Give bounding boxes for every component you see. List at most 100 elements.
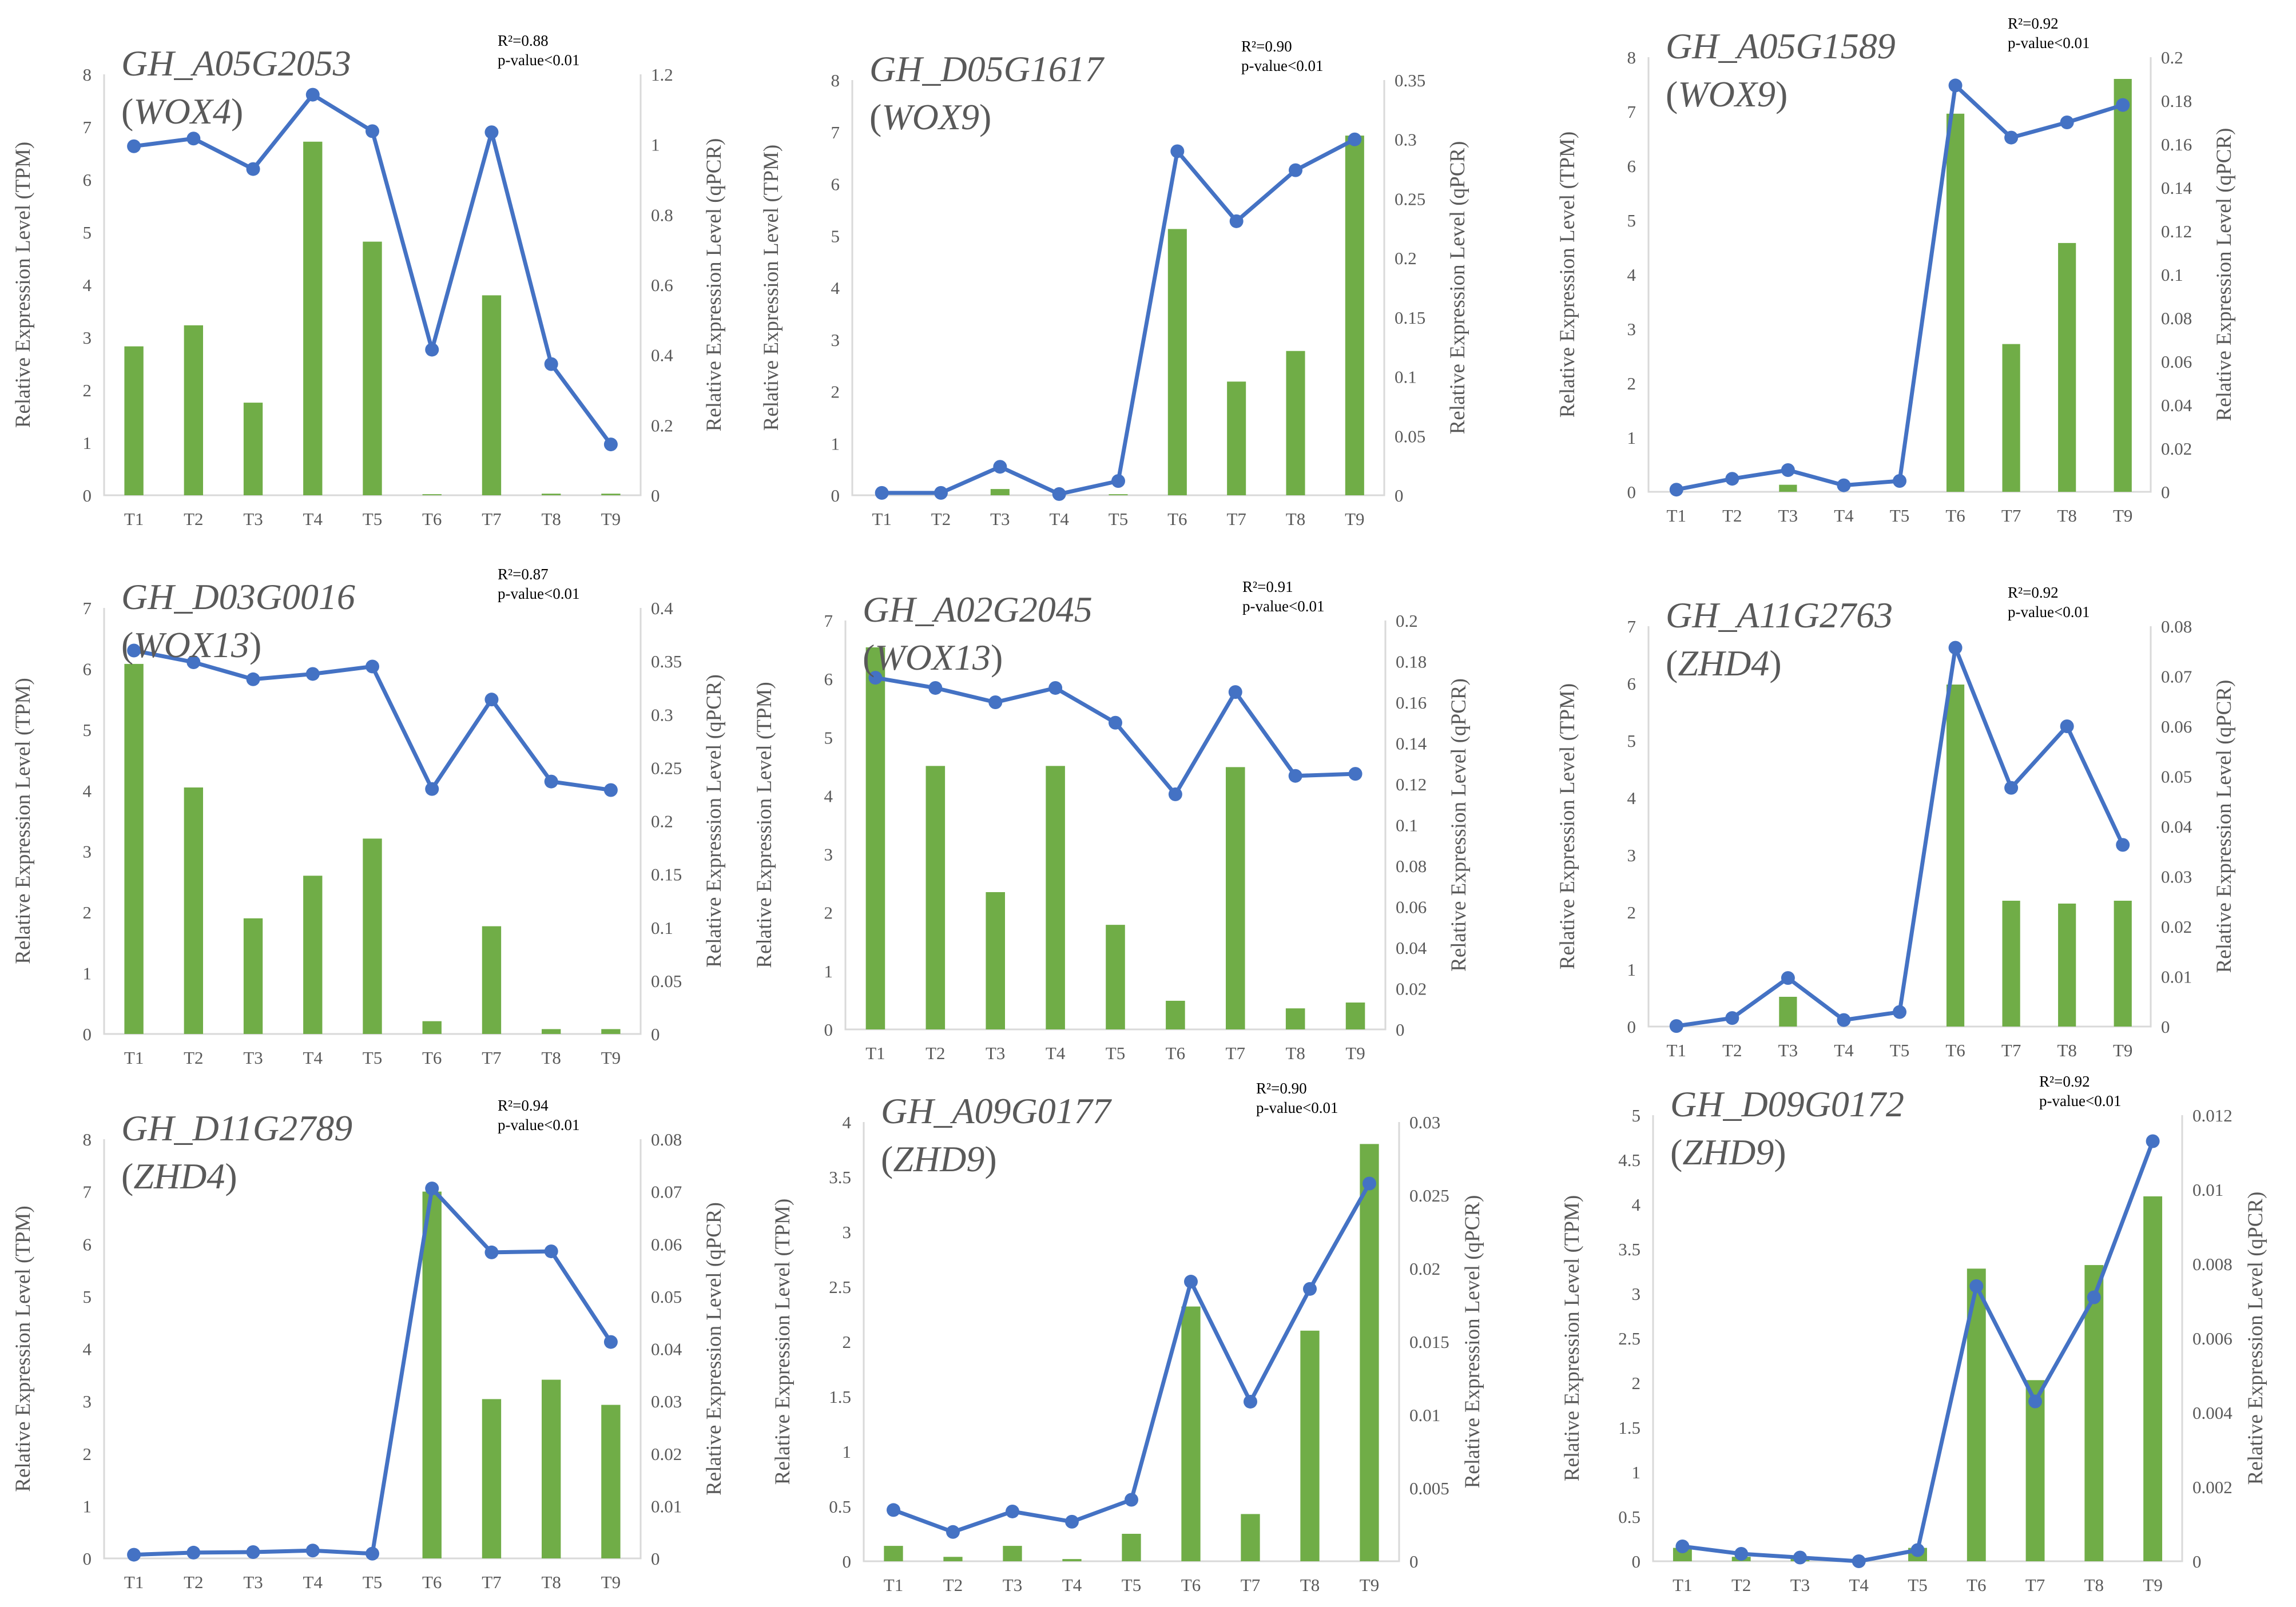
left-axis-title: Relative Expression Level (TPM)	[1556, 683, 1579, 969]
right-tick-label: 0.02	[1409, 1259, 1440, 1279]
category-label: T6	[422, 1572, 442, 1592]
category-label: T7	[2001, 506, 2021, 526]
left-tick-label: 5	[83, 720, 92, 740]
bar-T7	[482, 295, 502, 495]
bar-T2	[943, 1557, 963, 1561]
category-label: T9	[1360, 1575, 1379, 1595]
left-tick-label: 1	[843, 1442, 852, 1462]
qpcr-point-T5	[1125, 1493, 1138, 1507]
left-tick-label: 8	[1627, 47, 1636, 67]
qpcr-point-T1	[868, 671, 883, 685]
category-label: T2	[943, 1575, 963, 1595]
left-tick-label: 5	[831, 226, 840, 246]
axis-lines	[1647, 626, 2152, 1028]
right-tick-label: 0.06	[2161, 352, 2192, 372]
right-tick-label: 0.6	[651, 275, 673, 295]
left-tick-label: 1.5	[829, 1387, 851, 1407]
qpcr-point-T3	[988, 695, 1003, 709]
gene-title: GH_A05G1589	[1666, 26, 1896, 66]
right-tick-label: 0.2	[651, 415, 673, 435]
gene-title: GH_A02G2045	[863, 589, 1093, 630]
category-label: T2	[184, 509, 203, 529]
right-tick-label: 0.1	[2161, 265, 2183, 285]
axis-lines	[1647, 57, 2152, 493]
right-tick-label: 0.002	[2192, 1477, 2233, 1497]
category-label: T9	[2143, 1575, 2162, 1595]
p-value-label: p-value<0.01	[498, 1116, 579, 1133]
right-tick-label: 0.2	[2161, 47, 2183, 67]
bar-T9	[1345, 1003, 1365, 1029]
category-label: T6	[1181, 1575, 1201, 1595]
left-axis-title: Relative Expression Level (TPM)	[1556, 132, 1579, 417]
bar-T1	[124, 663, 144, 1034]
p-value-label: p-value<0.01	[498, 51, 579, 69]
category-label: T9	[601, 1048, 621, 1068]
left-tick-label: 0	[1632, 1552, 1641, 1572]
category-label: T4	[303, 1048, 323, 1068]
alias-close-paren: )	[231, 91, 243, 132]
right-tick-label: 0.2	[1395, 248, 1417, 268]
alias-open-paren: (	[1670, 1132, 1682, 1172]
qpcr-point-T3	[1793, 1550, 1807, 1565]
right-tick-label: 0.02	[2161, 917, 2192, 937]
right-tick-label: 0.005	[1409, 1478, 1449, 1498]
qpcr-point-T8	[2060, 719, 2074, 733]
left-tick-label: 3	[1627, 845, 1636, 865]
right-tick-label: 0.14	[2161, 178, 2192, 198]
bar-T9	[601, 494, 621, 495]
qpcr-point-T1	[127, 139, 141, 153]
right-tick-label: 0.06	[651, 1234, 682, 1254]
right-tick-label: 0.05	[1395, 426, 1425, 446]
alias-name: ZHD4	[1678, 643, 1769, 683]
qpcr-point-T5	[1111, 474, 1125, 488]
bar-T9	[1345, 136, 1364, 496]
right-tick-label: 0	[2192, 1552, 2202, 1572]
right-tick-label: 0.04	[2161, 817, 2192, 837]
bar-T5	[1122, 1534, 1141, 1561]
right-tick-label: 0	[1409, 1552, 1419, 1572]
category-label: T4	[303, 1572, 323, 1592]
category-label: T4	[1849, 1575, 1869, 1595]
right-tick-label: 0	[1396, 1020, 1405, 1040]
right-tick-label: 0.18	[2161, 91, 2192, 111]
right-tick-label: 0.02	[1396, 979, 1427, 999]
qpcr-point-T6	[425, 782, 439, 796]
qpcr-point-T7	[1229, 214, 1244, 228]
bar-T8	[541, 1379, 561, 1558]
qpcr-point-T1	[1669, 483, 1683, 497]
qpcr-point-T1	[1669, 1019, 1683, 1033]
right-tick-label: 0.1	[1395, 367, 1417, 387]
qpcr-point-T8	[2087, 1290, 2101, 1304]
right-tick-label: 0.06	[2161, 717, 2192, 737]
bar-T5	[363, 241, 382, 495]
qpcr-line	[1676, 83, 2124, 492]
right-axis-title: Relative Expression Level (qPCR)	[702, 138, 726, 432]
qpcr-point-T3	[993, 460, 1007, 474]
bar-T5	[363, 838, 382, 1034]
qpcr-point-T6	[1184, 1275, 1198, 1289]
p-value-label: p-value<0.01	[1241, 57, 1323, 74]
category-label: T4	[1834, 1040, 1854, 1060]
alias-open-paren: (	[121, 91, 133, 132]
qpcr-point-T7	[2004, 781, 2019, 795]
category-label: T2	[1731, 1575, 1751, 1595]
left-tick-label: 7	[1627, 102, 1636, 122]
category-label: T2	[931, 509, 951, 529]
left-tick-label: 0	[83, 1024, 92, 1044]
left-tick-label: 1	[1627, 960, 1636, 980]
right-tick-label: 0.01	[1409, 1405, 1440, 1425]
right-tick-label: 0.015	[1409, 1332, 1449, 1352]
bar-T7	[482, 926, 502, 1034]
category-label: T7	[482, 509, 501, 529]
category-label: T6	[422, 1048, 442, 1068]
p-value-label: p-value<0.01	[2039, 1092, 2121, 1109]
qpcr-point-T9	[2116, 838, 2130, 852]
left-tick-label: 2	[831, 382, 840, 402]
bar-T3	[1779, 997, 1797, 1027]
category-label: T8	[1300, 1575, 1320, 1595]
bar-T9	[2114, 901, 2132, 1027]
alias-name: ZHD4	[133, 1156, 225, 1196]
gene-alias: (WOX13)	[863, 637, 1003, 678]
left-tick-label: 5	[1627, 210, 1636, 230]
